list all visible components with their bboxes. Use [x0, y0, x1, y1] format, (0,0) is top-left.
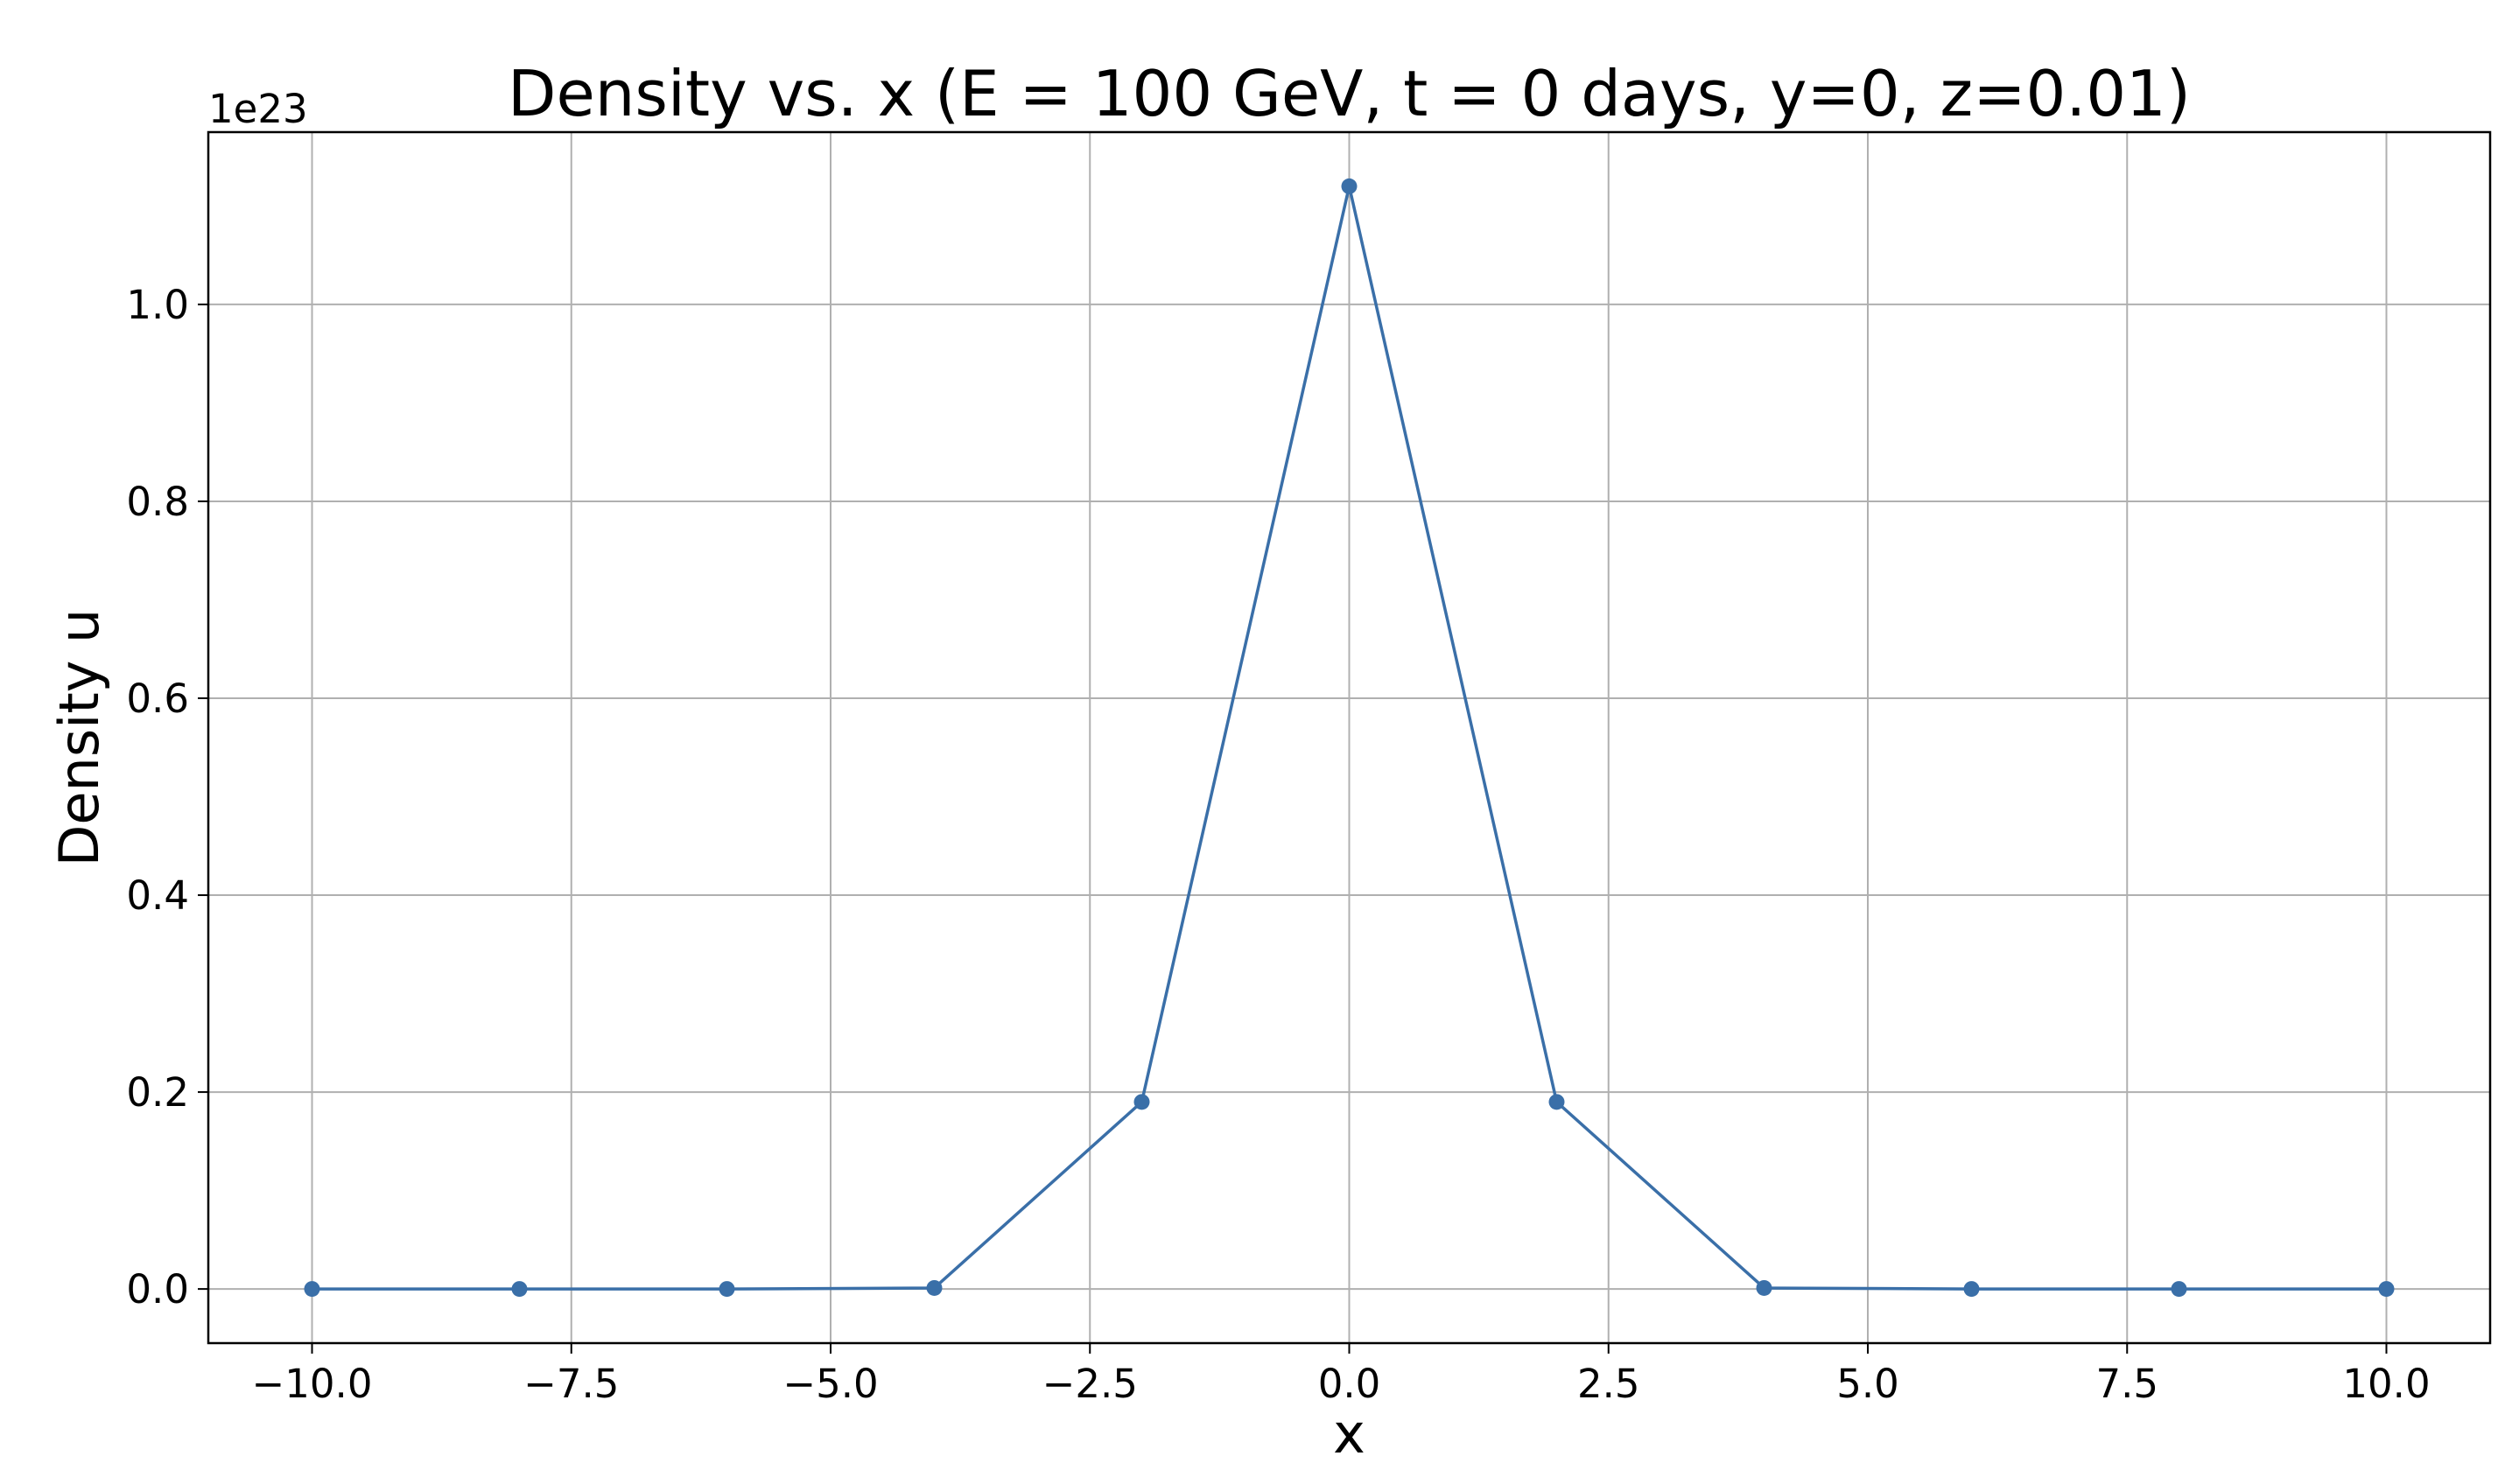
y-tick-label: 0.2: [126, 1069, 189, 1116]
x-tick-label: 0.0: [1318, 1361, 1381, 1407]
axis-ticks: −10.0 −7.5 −5.0 −2.5 0.0 2.5 5.0 7.5 10.0 0.0 0.2 0…: [126, 282, 2430, 1407]
y-axis-label: Density u: [47, 609, 111, 867]
x-tick-label: −5.0: [782, 1361, 878, 1407]
series-layer: [304, 178, 2395, 1298]
x-tick-label: 10.0: [2342, 1361, 2430, 1407]
y-tick-label: 0.6: [126, 676, 189, 722]
data-point: [1756, 1279, 1772, 1296]
y-tick-label: 0.0: [126, 1266, 189, 1312]
chart-title: Density vs. x (E = 100 GeV, t = 0 days, …: [508, 57, 2191, 130]
x-tick-label: 5.0: [1836, 1361, 1899, 1407]
data-point: [1341, 178, 1358, 194]
data-point: [511, 1281, 528, 1298]
data-point: [1963, 1281, 1980, 1298]
data-point: [926, 1279, 943, 1296]
data-point: [2171, 1281, 2187, 1298]
grid-lines: [208, 132, 2490, 1343]
x-tick-label: 7.5: [2095, 1361, 2158, 1407]
y-tick-label: 1.0: [126, 282, 189, 328]
data-point: [1133, 1094, 1150, 1110]
x-tick-label: −2.5: [1042, 1361, 1138, 1407]
data-point: [304, 1281, 320, 1298]
x-tick-label: −10.0: [252, 1361, 373, 1407]
data-point: [719, 1281, 735, 1298]
x-tick-label: 2.5: [1577, 1361, 1640, 1407]
data-point: [2378, 1281, 2395, 1298]
x-tick-label: −7.5: [523, 1361, 619, 1407]
x-axis-label: x: [1333, 1402, 1365, 1466]
data-point: [1548, 1094, 1565, 1110]
y-axis-offset-label: 1e23: [208, 86, 308, 132]
y-tick-label: 0.8: [126, 479, 189, 525]
y-tick-label: 0.4: [126, 872, 189, 919]
